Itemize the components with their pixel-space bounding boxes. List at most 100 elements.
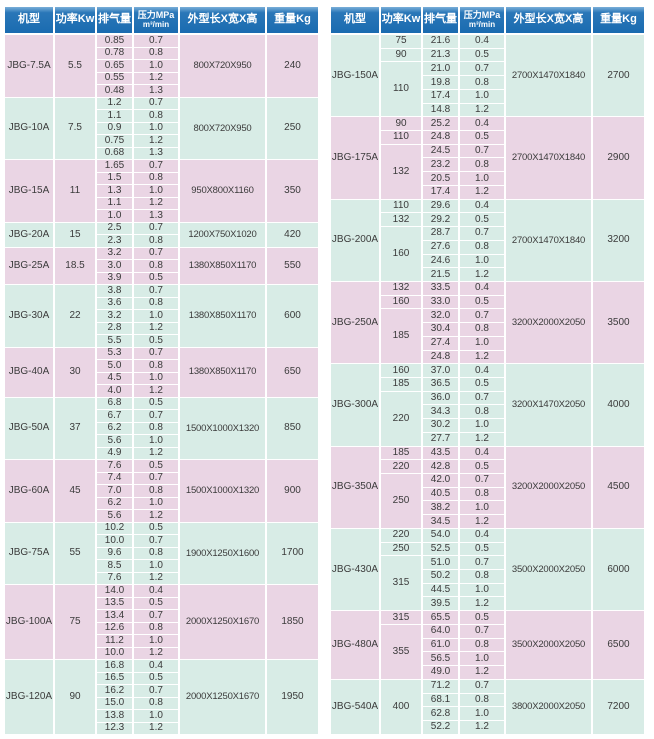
displacement-cell: 24.6 <box>421 253 460 269</box>
pressure-cell: 1.3 <box>132 209 180 223</box>
displacement-cell: 4.5 <box>95 371 134 385</box>
displacement-cell: 61.0 <box>421 637 460 653</box>
displacement-cell: 1.5 <box>95 171 134 185</box>
displacement-cell: 7.6 <box>95 459 134 473</box>
power-cell: 110 <box>379 61 423 118</box>
pressure-cell: 1.0 <box>458 88 506 104</box>
table-row: 27.7 1.2 <box>330 431 645 447</box>
pressure-cell: 0.4 <box>458 33 506 49</box>
table-row: 5.6 1.0 <box>4 434 319 448</box>
table-row: JBG-480A 315 65.5 0.5 3500X2000X2050 6500 <box>329 610 646 680</box>
model-cell: JBG-7.5A <box>3 33 55 98</box>
pressure-cell: 1.2 <box>132 71 180 85</box>
displacement-cell: 1.1 <box>95 109 134 123</box>
model-cell: JBG-300A <box>329 363 381 447</box>
displacement-cell: 6.2 <box>95 496 134 510</box>
pressure-cell: 0.5 <box>458 130 506 145</box>
table-row: JBG-75A 55 10.2 0.5 1900X1250X1600 1700 <box>3 521 320 585</box>
displacement-cell: 12.3 <box>95 721 134 735</box>
pressure-cell: 0.8 <box>132 259 180 273</box>
power-cell: 220 <box>379 390 423 447</box>
model-cell: JBG-250A <box>329 280 381 365</box>
power-cell: 75 <box>53 584 97 660</box>
model-cell: JBG-430A <box>329 527 381 612</box>
power-cell: 18.5 <box>53 246 97 285</box>
power-cell: 220 <box>379 527 423 543</box>
displacement-cell: 10.0 <box>95 534 134 548</box>
table-row: 16.2 0.7 <box>4 684 319 698</box>
displacement-cell: 0.48 <box>95 84 134 98</box>
table-row: 13.5 0.5 <box>4 596 319 610</box>
displacement-cell: 30.2 <box>421 418 460 433</box>
pressure-cell: 1.2 <box>132 384 180 398</box>
power-cell: 250 <box>379 541 423 557</box>
table-row: JBG-60A 45 7.6 0.5 1500X1000X1320 900 <box>3 459 320 523</box>
displacement-cell: 5.5 <box>95 334 134 348</box>
pressure-cell: 0.8 <box>132 296 180 310</box>
pressure-cell: 1.0 <box>458 706 506 721</box>
table-row: JBG-300A 160 37.0 0.4 3200X1470X2050 4000 <box>329 363 646 447</box>
pressure-cell: 1.0 <box>458 582 506 598</box>
column-header-power: 功率Kw <box>379 5 423 35</box>
displacement-cell: 1.1 <box>95 196 134 210</box>
pressure-cell: 1.3 <box>132 146 180 160</box>
pressure-cell: 0.5 <box>132 459 180 473</box>
pressure-cell: 1.2 <box>132 134 180 148</box>
pressure-cell: 0.4 <box>132 584 180 598</box>
pressure-cell: 0.8 <box>458 239 506 255</box>
table-row: 40.5 0.8 <box>330 486 645 502</box>
displacement-cell: 21.5 <box>421 267 460 282</box>
pressure-cell: 0.8 <box>132 171 180 185</box>
table-row: 12.6 0.8 <box>4 621 319 635</box>
displacement-cell: 27.7 <box>421 431 460 447</box>
pressure-cell: 1.0 <box>458 171 506 186</box>
table-row: 56.5 1.0 <box>330 651 645 667</box>
power-cell: 90 <box>53 659 97 735</box>
dimensions-cell: 1900X1250X1600 <box>178 521 267 585</box>
displacement-cell: 17.4 <box>421 88 460 104</box>
table-row: 160 28.7 0.7 <box>330 226 645 282</box>
pressure-cell: 1.2 <box>458 596 506 612</box>
power-cell: 400 <box>379 678 423 736</box>
pressure-cell: 1.0 <box>132 121 180 135</box>
displacement-cell: 20.5 <box>421 171 460 186</box>
table-row: JBG-7.5A 5.5 0.85 0.7 800X720X950 240 <box>3 33 320 98</box>
displacement-cell: 16.8 <box>95 659 134 673</box>
pressure-cell: 1.0 <box>458 500 506 516</box>
power-cell: 37 <box>53 396 97 460</box>
power-cell: 185 <box>379 308 423 365</box>
displacement-cell: 17.4 <box>421 184 460 200</box>
displacement-cell: 65.5 <box>421 610 460 625</box>
displacement-cell: 10.0 <box>95 646 134 660</box>
pressure-cell: 0.4 <box>132 659 180 673</box>
table-row: 6.7 0.7 <box>4 409 319 423</box>
table-row: 27.4 1.0 <box>330 335 645 351</box>
displacement-cell: 0.85 <box>95 33 134 48</box>
displacement-cell: 10.2 <box>95 521 134 535</box>
pressure-cell: 0.5 <box>132 521 180 535</box>
displacement-cell: 64.0 <box>421 623 460 639</box>
table-row: 44.5 1.0 <box>330 582 645 598</box>
pressure-cell: 0.8 <box>132 46 180 60</box>
power-cell: 132 <box>379 280 423 296</box>
displacement-cell: 7.6 <box>95 571 134 585</box>
pressure-cell: 1.0 <box>132 559 180 573</box>
displacement-cell: 8.5 <box>95 559 134 573</box>
displacement-cell: 3.8 <box>95 284 134 298</box>
displacement-cell: 34.5 <box>421 514 460 529</box>
pressure-cell: 1.0 <box>132 309 180 323</box>
table-row: 38.2 1.0 <box>330 500 645 516</box>
displacement-cell: 37.0 <box>421 363 460 378</box>
displacement-cell: 7.4 <box>95 471 134 485</box>
pressure-cell: 0.7 <box>132 284 180 298</box>
displacement-cell: 6.8 <box>95 396 134 410</box>
displacement-cell: 19.8 <box>421 75 460 90</box>
displacement-cell: 14.0 <box>95 584 134 598</box>
table-row: JBG-200A 110 29.6 0.4 2700X1470X1840 3200 <box>329 198 646 282</box>
weight-cell: 650 <box>265 346 320 398</box>
model-cell: JBG-20A <box>3 221 55 248</box>
displacement-cell: 33.5 <box>421 280 460 296</box>
table-row: 355 64.0 0.7 <box>330 623 645 680</box>
pressure-cell: 0.4 <box>458 445 506 461</box>
column-header-displacement: 排气量 <box>95 5 134 35</box>
